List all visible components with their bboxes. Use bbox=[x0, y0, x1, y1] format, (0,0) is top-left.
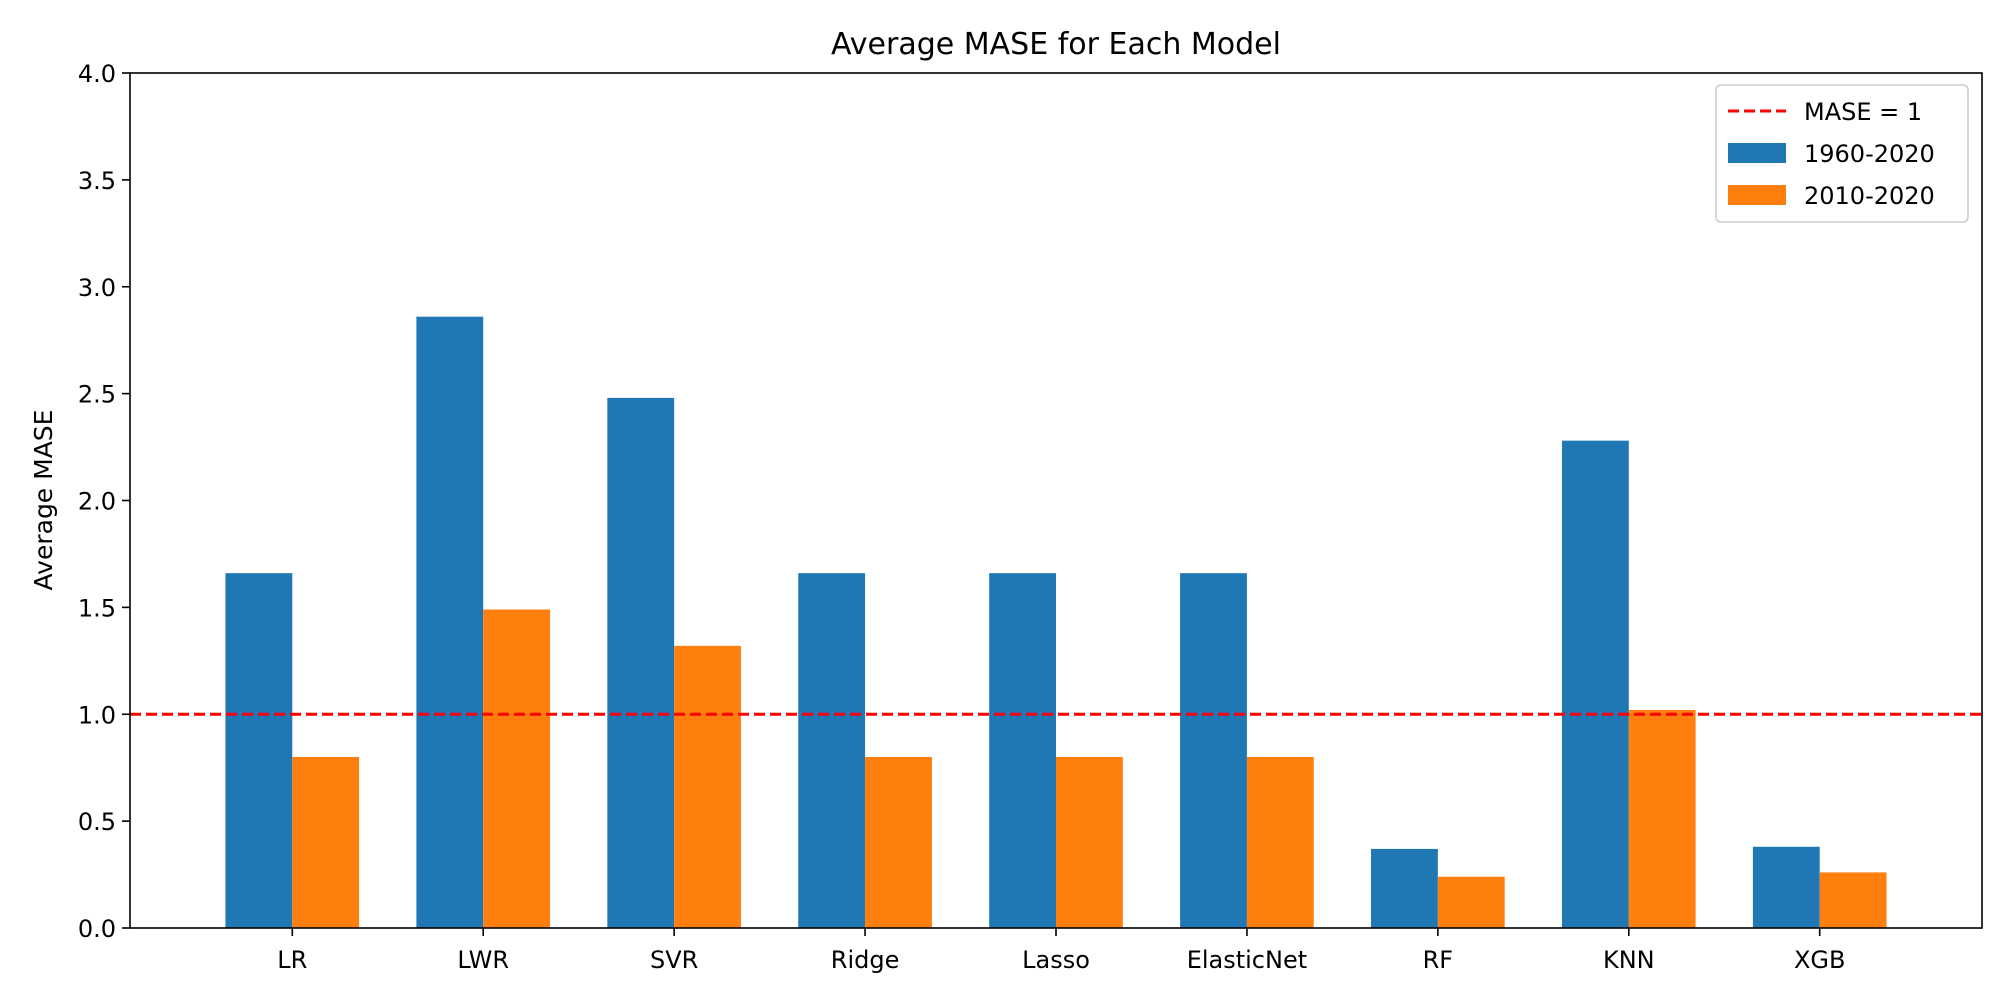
bar-series-1-lr bbox=[225, 573, 293, 928]
bar-series-2-lasso bbox=[1056, 757, 1123, 928]
bars-layer bbox=[225, 316, 1887, 928]
bar-series-2-lr bbox=[292, 757, 360, 928]
x-tick-label: SVR bbox=[650, 946, 698, 974]
x-tick-label: LWR bbox=[457, 946, 509, 974]
y-axis-label: Average MASE bbox=[29, 410, 58, 591]
x-tick-label: KNN bbox=[1603, 946, 1655, 974]
x-tick-label: RF bbox=[1423, 946, 1453, 974]
bar-series-2-xgb bbox=[1819, 872, 1887, 928]
legend-swatch-series-2 bbox=[1728, 185, 1786, 205]
bar-series-2-ridge bbox=[865, 757, 932, 928]
bar-series-2-elasticnet bbox=[1246, 757, 1314, 928]
y-tick-label: 2.0 bbox=[78, 488, 116, 516]
legend-label-series-2: 2010-2020 bbox=[1804, 182, 1935, 210]
bar-series-1-knn bbox=[1561, 440, 1629, 928]
axes-layer: 0.0 0.5 1.0 1.5 2.0 2.5 3.0 3.5 4.0 LR LWR SVR Ridge… bbox=[78, 60, 1983, 974]
bar-series-2-lwr bbox=[483, 609, 551, 928]
bar-series-1-rf bbox=[1371, 848, 1438, 928]
y-tick-label: 3.0 bbox=[78, 274, 116, 302]
y-tick-label: 0.0 bbox=[78, 915, 116, 943]
bar-series-1-svr bbox=[607, 397, 675, 928]
legend: MASE = 1 1960-2020 2010-2020 bbox=[1715, 84, 1969, 223]
bar-series-1-lasso bbox=[989, 573, 1056, 928]
y-tick-label: 3.5 bbox=[78, 167, 116, 195]
x-tick-label: ElasticNet bbox=[1187, 946, 1307, 974]
y-tick-label: 0.5 bbox=[78, 808, 116, 836]
legend-swatch-series-1 bbox=[1728, 143, 1786, 163]
bar-series-2-rf bbox=[1437, 876, 1505, 928]
x-tick-label: Ridge bbox=[831, 946, 900, 974]
x-tick-label: Lasso bbox=[1022, 946, 1090, 974]
bar-series-2-knn bbox=[1628, 709, 1696, 928]
y-tick-label: 1.5 bbox=[78, 594, 116, 622]
bar-series-1-xgb bbox=[1752, 846, 1820, 928]
bar-series-2-svr bbox=[674, 645, 741, 928]
x-tick-label: LR bbox=[277, 946, 307, 974]
y-tick-label: 2.5 bbox=[78, 381, 116, 409]
legend-label-reference-line: MASE = 1 bbox=[1804, 98, 1922, 126]
x-tick-label: XGB bbox=[1794, 946, 1846, 974]
y-tick-label: 4.0 bbox=[78, 60, 116, 88]
legend-label-series-1: 1960-2020 bbox=[1804, 140, 1935, 168]
chart-title: Average MASE for Each Model bbox=[831, 27, 1281, 62]
bar-series-1-elasticnet bbox=[1180, 573, 1247, 928]
y-tick-label: 1.0 bbox=[78, 701, 116, 729]
bar-series-1-lwr bbox=[416, 316, 484, 928]
bar-series-1-ridge bbox=[798, 573, 866, 928]
